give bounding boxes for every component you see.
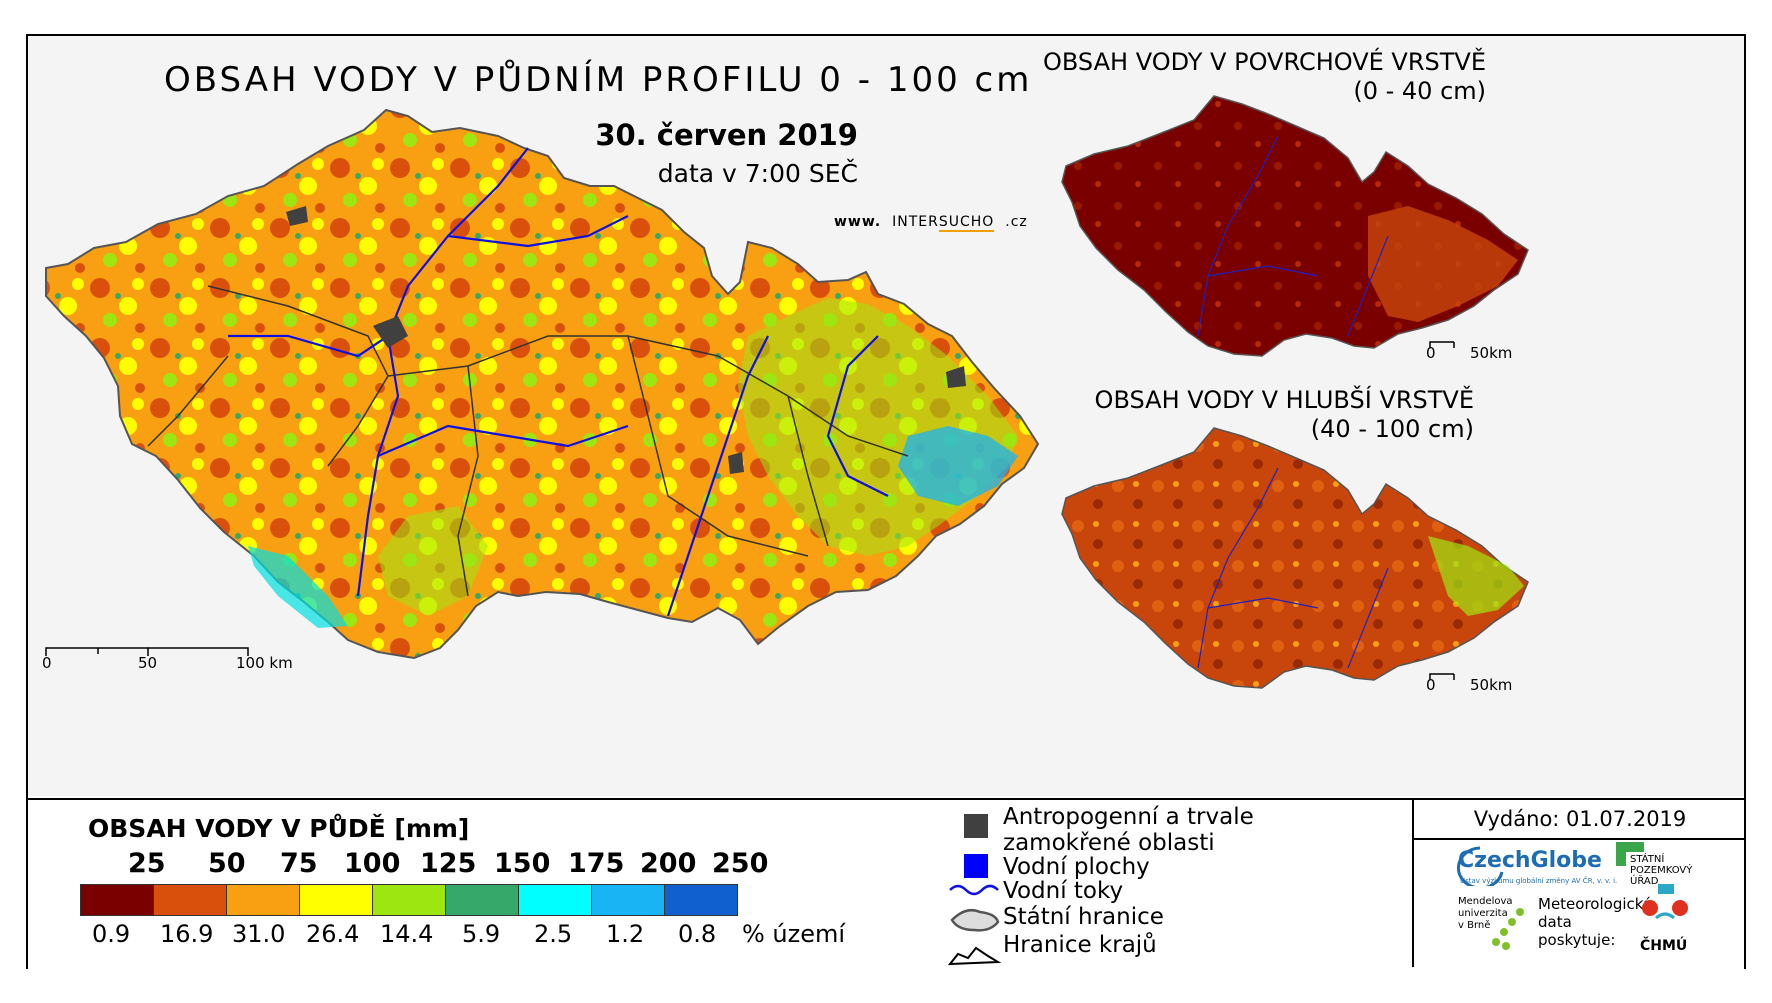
spu-logo-bar2 <box>1616 842 1626 866</box>
inset-top-scale-0: 0 <box>1426 344 1436 362</box>
inset-bottom-title-2: (40 - 100 cm) <box>1310 415 1474 443</box>
legend-bar-9 <box>664 884 738 916</box>
legend-bar-4 <box>299 884 373 916</box>
legend-bar-2 <box>153 884 227 916</box>
issued-date: Vydáno: 01.07.2019 <box>1414 800 1746 840</box>
web-sucho: SUCHO <box>938 214 995 232</box>
spu-line-1: STÁTNÍ <box>1630 854 1665 865</box>
web-suffix: .cz <box>1005 214 1028 230</box>
anthropogenic-swatch <box>964 814 988 838</box>
legend-title: OBSAH VODY V PŮDĚ [mm] <box>88 814 470 843</box>
chmu-logo-symbol <box>1642 884 1688 920</box>
river-symbol <box>949 884 999 896</box>
meteo-line-3: poskytuje: <box>1538 931 1616 949</box>
inset-top-rivers <box>1197 135 1389 337</box>
main-scale-0: 0 <box>42 654 52 672</box>
legend-pct-label: % území <box>742 920 846 948</box>
main-map-sw-blue <box>248 546 348 628</box>
inset-bottom-title-1: OBSAH VODY V HLUBŠÍ VRSTVĚ <box>1094 386 1474 414</box>
main-map-east-blue <box>898 426 1018 506</box>
inset-top-scale-50: 50km <box>1470 344 1513 362</box>
water-swatch <box>964 854 988 878</box>
inset-bottom-country <box>1061 427 1529 689</box>
inset-top-scale-bar <box>1429 341 1455 348</box>
legend-bar-5 <box>372 884 446 916</box>
symbol-lines <box>947 884 1002 966</box>
inset-top-map <box>1061 95 1529 357</box>
web-prefix: www. <box>834 214 882 230</box>
region-borders <box>147 285 909 597</box>
anthropogenic-areas <box>286 206 966 474</box>
legend-break-125: 125 <box>420 848 477 879</box>
inset-bottom-scale-0: 0 <box>1426 676 1436 694</box>
meteo-line-2: data <box>1538 913 1572 931</box>
legend-bar-1 <box>80 884 154 916</box>
inset-top-title-1: OBSAH VODY V POVRCHOVÉ VRSTVĚ <box>1043 48 1486 76</box>
web-link[interactable]: www. INTERSUCHO .cz <box>834 214 1028 232</box>
legend-break-250: 250 <box>712 848 769 879</box>
map-time: data v 7:00 SEČ <box>657 159 858 188</box>
maps-svg <box>45 95 1529 689</box>
inset-bottom-rivers <box>1197 467 1389 669</box>
region-symbol <box>947 946 1002 966</box>
legend-break-200: 200 <box>640 848 697 879</box>
legend-bar-7 <box>518 884 592 916</box>
legend-bar-8 <box>591 884 665 916</box>
main-map-south-green <box>378 506 488 616</box>
mendel-line-1: Mendelova <box>1458 896 1513 907</box>
border-label: Státní hranice <box>1003 904 1164 930</box>
rivers-label: Vodní toky <box>1003 878 1124 904</box>
legend-pct-5: 14.4 <box>380 920 434 948</box>
main-scale-bar <box>45 647 249 656</box>
legend-pct-7: 2.5 <box>534 920 573 948</box>
anthropogenic-label-1: Antropogenní a trvale <box>1003 804 1254 830</box>
main-map <box>45 108 1040 660</box>
legend-break-175: 175 <box>568 848 625 879</box>
czechglobe-logo: CzechGlobe <box>1458 848 1602 873</box>
meteo-line-1: Meteorologická <box>1538 895 1653 913</box>
legend-pct-2: 16.9 <box>160 920 214 948</box>
legend-break-50: 50 <box>208 848 246 879</box>
main-title: OBSAH VODY V PŮDNÍM PROFILU 0 - 100 cm <box>164 60 1033 100</box>
inset-bottom-scale-50: 50km <box>1470 676 1513 694</box>
legend-bar-6 <box>445 884 519 916</box>
figure-frame: OBSAH VODY V PŮDNÍM PROFILU 0 - 100 cm 3… <box>26 34 1746 969</box>
water-label: Vodní plochy <box>1003 854 1150 880</box>
mendel-line-2: univerzita <box>1458 908 1508 919</box>
legend-pct-9: 0.8 <box>678 920 717 948</box>
border-symbol <box>950 909 1000 932</box>
legend-pct-4: 26.4 <box>306 920 360 948</box>
legend-break-25: 25 <box>128 848 166 879</box>
legend-pct-1: 0.9 <box>92 920 131 948</box>
spu-line-2: POZEMKOVÝ <box>1630 865 1693 876</box>
map-area: OBSAH VODY V PŮDNÍM PROFILU 0 - 100 cm 3… <box>28 36 1744 796</box>
legend-pct-3: 31.0 <box>232 920 286 948</box>
credits-box: Vydáno: 01.07.2019 CzechGlobe Ústav výzk… <box>1412 800 1746 967</box>
web-inter: INTER <box>892 214 939 230</box>
anthropogenic-label-2: zamokřené oblasti <box>1003 830 1215 856</box>
main-scale-100: 100 km <box>236 654 293 672</box>
inset-bottom-east <box>1428 536 1524 616</box>
spu-logo-bar <box>1616 842 1644 852</box>
legend-pct-8: 1.2 <box>606 920 645 948</box>
inset-bottom-scale-bar <box>1429 673 1455 680</box>
czechglobe-logo-arc <box>1456 846 1504 886</box>
mendel-logo-dots <box>1492 908 1524 950</box>
mendel-line-3: v Brně <box>1458 920 1491 931</box>
legend-area: OBSAH VODY V PŮDĚ [mm] 25 50 75 100 125 … <box>28 798 1746 969</box>
legend-break-100: 100 <box>344 848 401 879</box>
inset-top-title-2: (0 - 40 cm) <box>1353 77 1486 105</box>
main-scale-50: 50 <box>138 654 158 672</box>
legend-break-150: 150 <box>494 848 551 879</box>
legend-bar-3 <box>226 884 300 916</box>
czechglobe-sub: Ústav výzkumu globální změny AV ČR, v. v… <box>1460 877 1618 885</box>
map-date: 30. červen 2019 <box>595 118 858 152</box>
legend-pct-6: 5.9 <box>462 920 501 948</box>
inset-top-east <box>1368 206 1518 322</box>
inset-bottom-map <box>1061 427 1529 689</box>
spu-line-3: ÚŘAD <box>1630 876 1659 887</box>
legend-break-75: 75 <box>280 848 318 879</box>
regions-label: Hranice krajů <box>1003 932 1157 958</box>
chmu-logo: ČHMÚ <box>1640 938 1688 954</box>
